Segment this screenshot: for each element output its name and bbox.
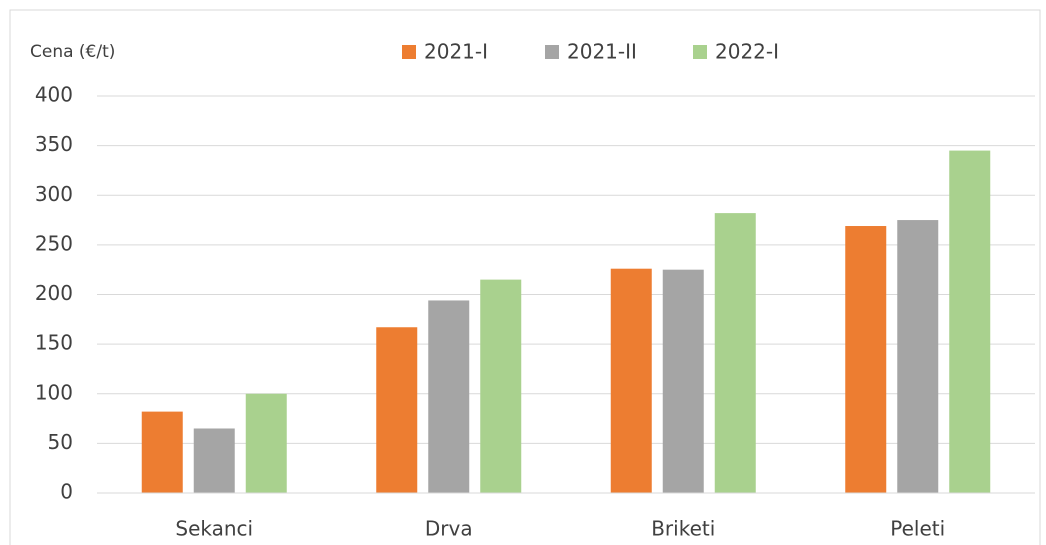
y-tick-label: 100 bbox=[35, 380, 73, 404]
chart-frame bbox=[9, 9, 1041, 545]
bar bbox=[141, 411, 183, 493]
y-tick-label: 350 bbox=[35, 132, 73, 156]
x-tick-label: Sekanci bbox=[175, 517, 253, 541]
legend-swatch bbox=[545, 45, 559, 59]
bar bbox=[949, 150, 991, 493]
legend-label: 2021-II bbox=[567, 40, 637, 64]
y-tick-label: 300 bbox=[35, 182, 73, 206]
bar bbox=[376, 327, 418, 493]
y-tick-label: 250 bbox=[35, 231, 73, 255]
x-tick-label: Briketi bbox=[651, 517, 715, 541]
y-tick-label: 150 bbox=[35, 331, 73, 355]
y-tick-label: 200 bbox=[35, 281, 73, 305]
x-tick-label: Peleti bbox=[890, 517, 945, 541]
y-axis-label: Cena (€/t) bbox=[30, 42, 115, 62]
bar bbox=[610, 268, 652, 493]
bar bbox=[662, 269, 704, 493]
legend-swatch bbox=[693, 45, 707, 59]
bar bbox=[428, 300, 470, 493]
y-tick-label: 50 bbox=[48, 430, 73, 454]
legend-label: 2021-I bbox=[424, 40, 488, 64]
y-tick-label: 0 bbox=[60, 480, 73, 504]
bar bbox=[193, 428, 235, 493]
legend-swatch bbox=[402, 45, 416, 59]
x-tick-label: Drva bbox=[425, 517, 473, 541]
bar bbox=[714, 213, 756, 494]
bar bbox=[480, 279, 522, 493]
bar bbox=[845, 226, 887, 493]
bar bbox=[897, 220, 939, 493]
bar bbox=[245, 393, 287, 493]
y-tick-label: 400 bbox=[35, 83, 73, 107]
legend-label: 2022-I bbox=[715, 40, 779, 64]
